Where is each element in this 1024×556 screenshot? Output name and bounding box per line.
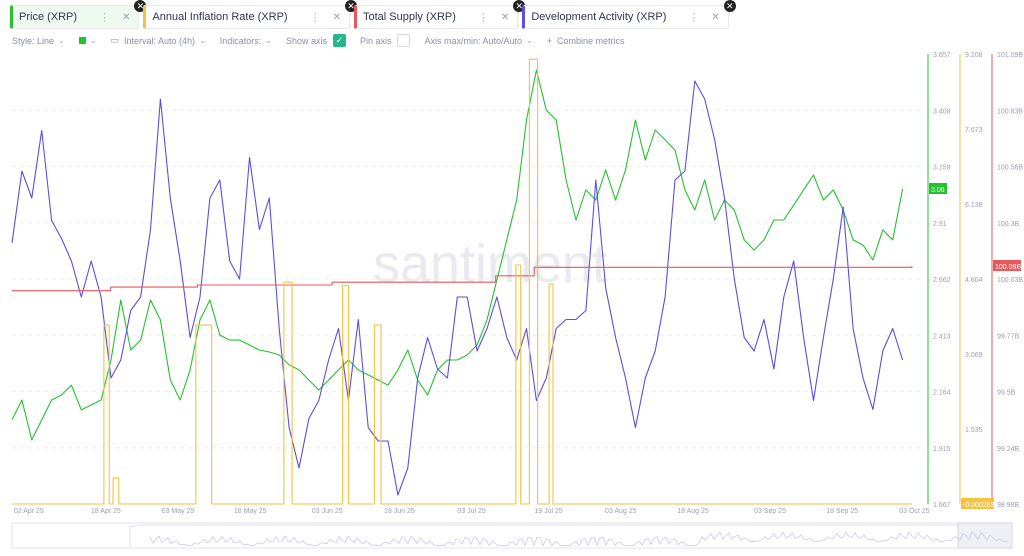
more-icon[interactable]: ⋮ bbox=[477, 11, 489, 24]
show-axis-toggle[interactable]: Show axis ✓ bbox=[286, 34, 346, 47]
price-tick-label: 2.413 bbox=[933, 333, 951, 340]
x-tick-label: 18 May 25 bbox=[234, 508, 267, 515]
supply-tick-label: 101.09B bbox=[997, 52, 1023, 59]
supply-tick-label: 100.56B bbox=[997, 165, 1023, 172]
navigator-selection[interactable] bbox=[957, 522, 1013, 549]
indicators-dropdown[interactable]: Indicators: ⌄ bbox=[220, 36, 272, 46]
calendar-icon: ▭ bbox=[110, 35, 119, 45]
chevron-down-icon: ⌄ bbox=[199, 36, 206, 45]
navigator-preview-line bbox=[129, 524, 960, 548]
inflation-current-badge bbox=[961, 498, 994, 509]
chevron-down-icon: ⌄ bbox=[58, 36, 65, 45]
style-label: Style: Line bbox=[12, 35, 55, 46]
chevron-down-icon: ⌄ bbox=[89, 36, 97, 45]
supply-current-badge-text: 100.09B bbox=[995, 264, 1021, 271]
inflation-tick-label: 9.208 bbox=[965, 52, 983, 59]
close-icon[interactable]: ✕ bbox=[332, 11, 341, 23]
supply-tick-label: 100.83B bbox=[997, 108, 1023, 115]
price-tick-label: 2.91 bbox=[933, 221, 947, 228]
combine-metrics-button[interactable]: + Combine metrics bbox=[547, 36, 625, 46]
inflation-tick-label: 6.138 bbox=[965, 202, 983, 209]
price-tick-label: 1.667 bbox=[933, 502, 951, 509]
close-icon[interactable]: ✕ bbox=[122, 11, 131, 23]
inflation-current-badge-text: -0.000283 bbox=[963, 502, 995, 509]
color-picker[interactable]: ⌄ bbox=[78, 36, 97, 45]
axis-maxmin-label: Axis max/min: Auto/Auto bbox=[424, 35, 523, 46]
supply-tick-label: 99.5B bbox=[997, 390, 1016, 397]
price-tick-label: 3.159 bbox=[933, 165, 951, 172]
indicators-label: Indicators: bbox=[219, 35, 262, 46]
supply-current-badge bbox=[993, 259, 1021, 271]
x-tick-label: 03 Jun 25 bbox=[312, 508, 343, 515]
series-line-price-xrp- bbox=[11, 69, 904, 441]
x-tick-label: 03 Sep 25 bbox=[754, 508, 786, 515]
supply-tick-label: 100.3B bbox=[997, 221, 1020, 228]
style-dropdown[interactable]: Style: Line ⌄ bbox=[12, 36, 65, 46]
price-tick-label: 3.657 bbox=[933, 52, 951, 59]
series-line-total-supply-xrp- bbox=[12, 266, 913, 292]
supply-tick-label: 100.03B bbox=[997, 277, 1023, 284]
supply-tick-label: 99.77B bbox=[997, 333, 1020, 340]
color-swatch bbox=[78, 37, 86, 44]
show-axis-checkbox[interactable]: ✓ bbox=[332, 34, 346, 47]
tab-supply[interactable]: Total Supply (XRP) ⋮ ✕ ✕ bbox=[353, 0, 526, 29]
supply-tick-label: 98.98B bbox=[997, 502, 1020, 509]
remove-icon[interactable]: ✕ bbox=[723, 0, 736, 12]
x-tick-label: 03 Jul 25 bbox=[457, 508, 486, 515]
axis-maxmin-dropdown[interactable]: Axis max/min: Auto/Auto ⌄ bbox=[424, 36, 532, 46]
combine-label: Combine metrics bbox=[557, 35, 625, 46]
pin-axis-toggle[interactable]: Pin axis bbox=[360, 34, 411, 47]
inflation-tick-label: 3.069 bbox=[965, 352, 983, 359]
watermark: santiment bbox=[373, 234, 607, 294]
metric-toolbar: Style: Line ⌄ ⌄ ▭ Interval: Auto (4h) ⌄ Ind… bbox=[12, 34, 639, 47]
price-tick-label: 3.408 bbox=[933, 108, 951, 115]
x-tick-label: 03 Aug 25 bbox=[605, 508, 637, 515]
interval-label: Interval: Auto (4h) bbox=[123, 35, 195, 46]
close-icon[interactable]: ✕ bbox=[500, 11, 510, 23]
more-icon[interactable]: ⋮ bbox=[688, 11, 700, 24]
price-current-badge-text: 3.06 bbox=[931, 187, 945, 194]
chevron-down-icon: ⌄ bbox=[526, 36, 533, 45]
tab-dev-activity[interactable]: Development Activity (XRP) ⋮ ✕ ✕ bbox=[522, 0, 736, 29]
x-tick-label: 03 Oct 25 bbox=[899, 508, 929, 515]
tab-label: Annual Inflation Rate (XRP) bbox=[152, 11, 288, 23]
x-tick-label: 18 Apr 25 bbox=[91, 508, 121, 515]
price-tick-label: 1.915 bbox=[933, 446, 951, 453]
price-tick-label: 2.662 bbox=[933, 277, 951, 284]
x-tick-label: 19 Jul 25 bbox=[534, 508, 563, 515]
more-icon[interactable]: ⋮ bbox=[99, 11, 111, 24]
tab-label: Price (XRP) bbox=[19, 11, 78, 23]
tab-label: Total Supply (XRP) bbox=[362, 11, 456, 23]
navigator-preview-line bbox=[149, 531, 1009, 547]
x-tick-label: 18 Jun 25 bbox=[384, 508, 415, 515]
chevron-down-icon: ⌄ bbox=[265, 36, 272, 45]
price-tick-label: 2.164 bbox=[933, 390, 951, 397]
show-axis-label: Show axis bbox=[285, 35, 327, 46]
more-icon[interactable]: ⋮ bbox=[309, 11, 321, 24]
tab-label: Development Activity (XRP) bbox=[531, 11, 667, 23]
x-tick-label: 18 Aug 25 bbox=[677, 508, 709, 515]
tab-price[interactable]: Price (XRP) ⋮ ✕ ✕ bbox=[10, 0, 147, 29]
x-tick-label: 18 Sep 25 bbox=[826, 508, 858, 515]
series-line-development-activity-xrp- bbox=[11, 80, 904, 496]
pin-axis-checkbox[interactable] bbox=[397, 34, 411, 47]
series-line-annual-inflation-rate-xrp- bbox=[12, 58, 912, 505]
interval-dropdown[interactable]: ▭ Interval: Auto (4h) ⌄ bbox=[110, 35, 205, 46]
metric-tabs: Price (XRP) ⋮ ✕ ✕ Annual Inflation Rate (XR… bbox=[10, 0, 736, 29]
inflation-tick-label: 7.673 bbox=[965, 127, 983, 134]
close-icon[interactable]: ✕ bbox=[711, 11, 720, 23]
supply-tick-label: 99.24B bbox=[997, 446, 1020, 453]
pin-axis-label: Pin axis bbox=[359, 35, 392, 46]
x-tick-label: 02 Apr 25 bbox=[14, 508, 44, 515]
tab-inflation[interactable]: Annual Inflation Rate (XRP) ⋮ ✕ ✕ bbox=[143, 0, 357, 29]
x-tick-label: 03 May 25 bbox=[162, 508, 195, 515]
plus-icon: + bbox=[546, 35, 552, 46]
price-current-badge bbox=[929, 183, 947, 194]
navigator[interactable] bbox=[11, 522, 1013, 549]
inflation-tick-label: 4.604 bbox=[965, 277, 983, 284]
inflation-tick-label: 1.535 bbox=[965, 427, 983, 434]
